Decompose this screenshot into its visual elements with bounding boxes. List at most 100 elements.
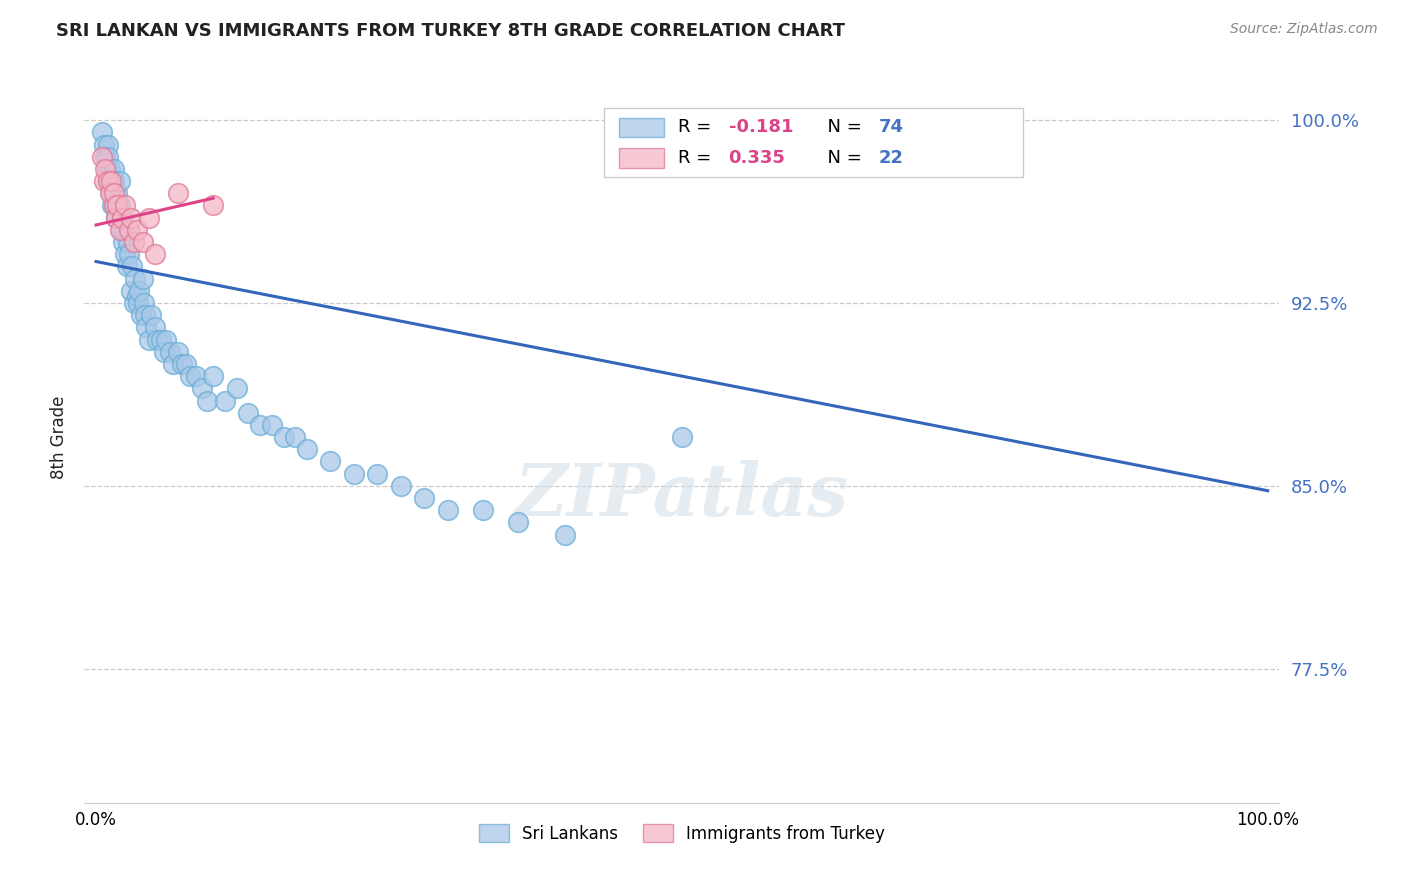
Point [129, 308, 152, 322]
Point [238, 406, 260, 420]
Point [121, 260, 143, 274]
Point [104, 198, 127, 212]
Point [295, 442, 318, 457]
Point [98, 161, 121, 176]
Text: 22: 22 [879, 149, 904, 167]
Point [108, 174, 131, 188]
Point [105, 186, 128, 201]
Point [413, 491, 436, 505]
Point [179, 369, 201, 384]
Point [135, 320, 157, 334]
Point [108, 223, 131, 237]
Point [97, 174, 120, 188]
Point [101, 198, 124, 212]
Text: ZIPatlas: ZIPatlas [515, 460, 849, 531]
Point [389, 479, 412, 493]
Text: R =: R = [678, 149, 717, 167]
Y-axis label: 8th Grade: 8th Grade [49, 395, 67, 479]
Point [110, 223, 132, 237]
Point [100, 174, 122, 188]
Point [97, 150, 120, 164]
Bar [605, 108, 1022, 178]
Point [225, 381, 247, 395]
Point [97, 174, 120, 188]
Point [90, 125, 114, 139]
Point [120, 211, 142, 225]
Point [190, 381, 212, 395]
Point [167, 186, 190, 201]
Point [105, 211, 127, 225]
Point [96, 161, 118, 176]
Point [174, 357, 197, 371]
Point [506, 516, 529, 530]
Point [111, 211, 134, 225]
Point [97, 137, 120, 152]
Point [112, 223, 135, 237]
Point [153, 344, 176, 359]
Point [103, 198, 125, 212]
Point [249, 417, 271, 432]
Point [170, 357, 193, 371]
Point [132, 296, 156, 310]
Point [134, 308, 156, 322]
Point [197, 393, 219, 408]
Point [132, 235, 155, 249]
Point [105, 211, 127, 225]
Text: Source: ZipAtlas.com: Source: ZipAtlas.com [1230, 22, 1378, 37]
Point [149, 333, 172, 347]
Point [120, 284, 142, 298]
Point [202, 198, 225, 212]
Point [111, 211, 134, 225]
Point [141, 308, 163, 322]
Point [260, 417, 283, 432]
Point [162, 357, 184, 371]
Point [94, 150, 117, 164]
Bar [619, 118, 664, 137]
Point [138, 333, 160, 347]
Point [671, 430, 693, 444]
Text: N =: N = [815, 149, 868, 167]
Point [98, 186, 121, 201]
Point [124, 271, 146, 285]
Point [118, 223, 141, 237]
Point [127, 288, 149, 302]
Point [214, 393, 236, 408]
Point [103, 174, 125, 188]
Point [127, 296, 149, 310]
Point [554, 527, 576, 541]
Point [105, 198, 128, 212]
Point [159, 344, 181, 359]
Point [167, 344, 190, 359]
Point [98, 174, 121, 188]
Point [273, 430, 295, 444]
Point [202, 369, 225, 384]
Point [93, 137, 115, 152]
Point [114, 198, 136, 212]
Point [108, 198, 131, 212]
Legend: Sri Lankans, Immigrants from Turkey: Sri Lankans, Immigrants from Turkey [472, 818, 891, 849]
Point [343, 467, 366, 481]
Text: 74: 74 [879, 119, 904, 136]
Point [117, 235, 139, 249]
Point [143, 320, 166, 334]
Point [103, 186, 125, 201]
Text: -0.181: -0.181 [728, 119, 793, 136]
Point [436, 503, 458, 517]
Point [127, 223, 149, 237]
Point [94, 161, 117, 176]
Point [366, 467, 388, 481]
Text: R =: R = [678, 119, 717, 136]
Point [115, 260, 138, 274]
Point [90, 150, 114, 164]
Text: N =: N = [815, 119, 868, 136]
Point [284, 430, 307, 444]
Point [146, 333, 169, 347]
Point [103, 161, 125, 176]
Point [138, 211, 160, 225]
Point [100, 186, 122, 201]
Bar [619, 148, 664, 168]
Point [122, 296, 145, 310]
Point [93, 174, 115, 188]
Point [118, 247, 141, 261]
Point [471, 503, 494, 517]
